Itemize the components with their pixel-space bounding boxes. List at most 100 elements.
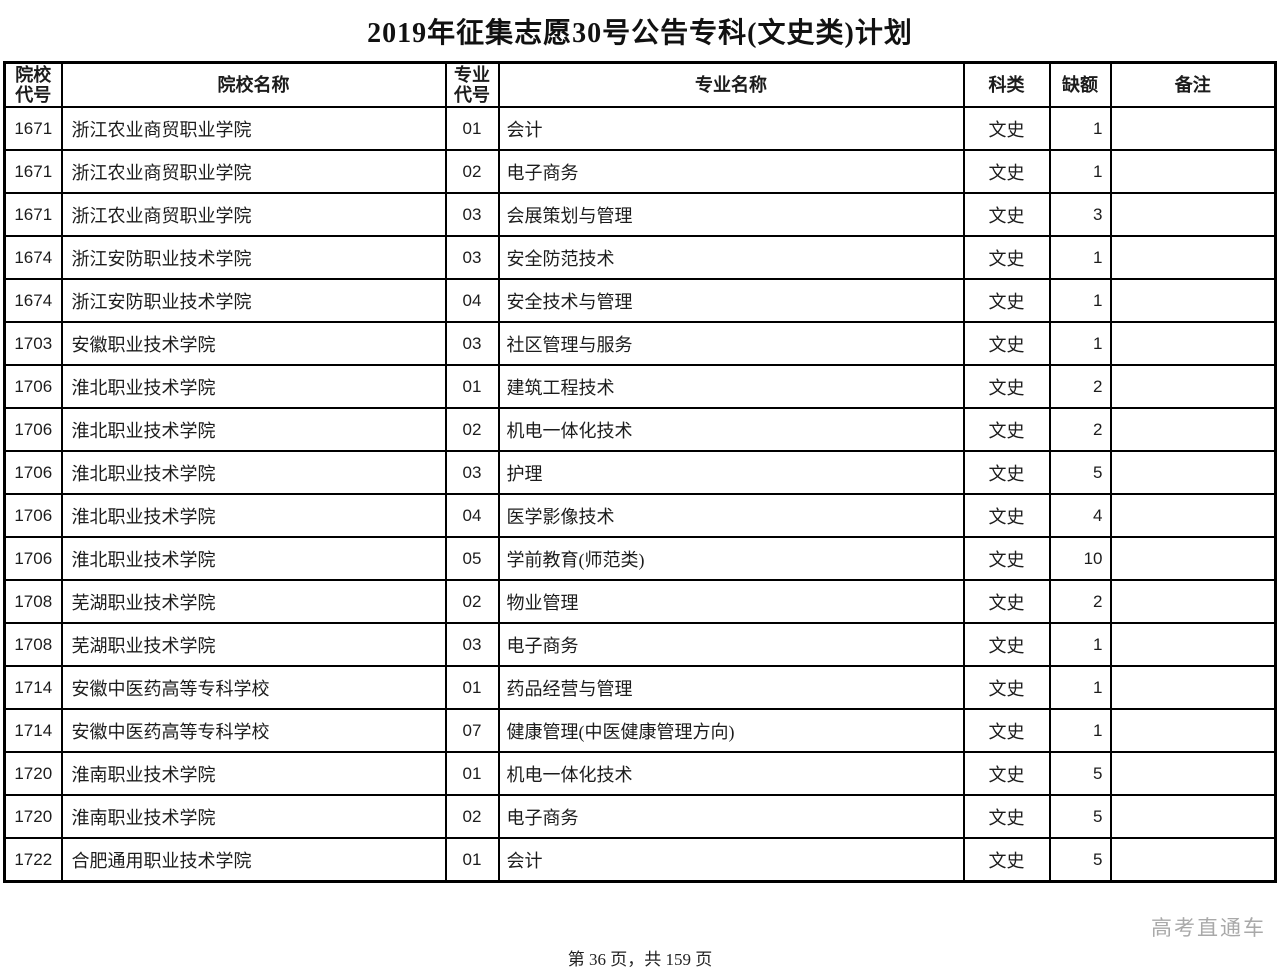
cell-vacancy: 1 [1048,106,1112,152]
cell-college_code: 1722 [3,837,63,883]
cell-remark [1109,364,1277,410]
cell-major_code: 07 [444,708,500,754]
cell-vacancy: 10 [1048,536,1112,582]
table-row: 1674 浙江安防职业技术学院 03 安全防范技术 文史 1 [3,235,1277,281]
cell-major_name: 建筑工程技术 [497,364,965,410]
cell-vacancy: 4 [1048,493,1112,539]
cell-major_name: 社区管理与服务 [497,321,965,367]
cell-major_name: 物业管理 [497,579,965,625]
cell-vacancy: 1 [1048,665,1112,711]
cell-college_name: 淮南职业技术学院 [60,794,447,840]
cell-remark [1109,321,1277,367]
cell-category: 文史 [962,837,1051,883]
cell-major_name: 电子商务 [497,149,965,195]
cell-major_name: 安全技术与管理 [497,278,965,324]
table-row: 1706 淮北职业技术学院 03 护理 文史 5 [3,450,1277,496]
cell-major_name: 医学影像技术 [497,493,965,539]
cell-major_code: 04 [444,278,500,324]
cell-category: 文史 [962,579,1051,625]
cell-category: 文史 [962,321,1051,367]
cell-remark [1109,579,1277,625]
cell-remark [1109,235,1277,281]
cell-college_name: 淮北职业技术学院 [60,450,447,496]
cell-vacancy: 3 [1048,192,1112,238]
cell-vacancy: 5 [1048,837,1112,883]
cell-college_code: 1671 [3,149,63,195]
cell-major_name: 安全防范技术 [497,235,965,281]
table-row: 1706 淮北职业技术学院 01 建筑工程技术 文史 2 [3,364,1277,410]
cell-college_code: 1706 [3,407,63,453]
cell-category: 文史 [962,235,1051,281]
cell-remark [1109,536,1277,582]
cell-college_name: 合肥通用职业技术学院 [60,837,447,883]
cell-vacancy: 1 [1048,622,1112,668]
cell-college_code: 1720 [3,794,63,840]
cell-major_code: 02 [444,149,500,195]
cell-category: 文史 [962,536,1051,582]
cell-remark [1109,665,1277,711]
table-row: 1703 安徽职业技术学院 03 社区管理与服务 文史 1 [3,321,1277,367]
cell-remark [1109,278,1277,324]
cell-college_code: 1720 [3,751,63,797]
page-title: 2019年征集志愿30号公告专科(文史类)计划 [367,18,913,49]
cell-college_name: 浙江安防职业技术学院 [60,278,447,324]
table-row: 1706 淮北职业技术学院 04 医学影像技术 文史 4 [3,493,1277,539]
cell-college_name: 淮北职业技术学院 [60,407,447,453]
cell-major_name: 会计 [497,106,965,152]
cell-major_code: 01 [444,665,500,711]
cell-category: 文史 [962,622,1051,668]
cell-college_code: 1714 [3,708,63,754]
cell-remark [1109,149,1277,195]
cell-college_name: 淮北职业技术学院 [60,493,447,539]
watermark-text: 高考直通车 [1151,916,1266,940]
cell-major_name: 健康管理(中医健康管理方向) [497,708,965,754]
cell-major_code: 02 [444,794,500,840]
cell-category: 文史 [962,751,1051,797]
cell-college_name: 淮北职业技术学院 [60,536,447,582]
cell-major_name: 电子商务 [497,622,965,668]
cell-category: 文史 [962,665,1051,711]
table-row: 1720 淮南职业技术学院 02 电子商务 文史 5 [3,794,1277,840]
cell-category: 文史 [962,278,1051,324]
cell-category: 文史 [962,450,1051,496]
cell-major_code: 03 [444,235,500,281]
cell-vacancy: 1 [1048,149,1112,195]
page-number: 第 36 页，共 159 页 [567,950,713,969]
table-row: 1722 合肥通用职业技术学院 01 会计 文史 5 [3,837,1277,883]
cell-major_name: 会展策划与管理 [497,192,965,238]
cell-category: 文史 [962,106,1051,152]
cell-college_code: 1706 [3,493,63,539]
cell-vacancy: 2 [1048,364,1112,410]
cell-remark [1109,708,1277,754]
cell-major_code: 01 [444,106,500,152]
cell-college_code: 1674 [3,235,63,281]
cell-remark [1109,622,1277,668]
column-header-category: 科类 [962,61,1051,109]
column-header-remark: 备注 [1109,61,1277,109]
table-row: 1708 芜湖职业技术学院 02 物业管理 文史 2 [3,579,1277,625]
table-row: 1708 芜湖职业技术学院 03 电子商务 文史 1 [3,622,1277,668]
cell-vacancy: 2 [1048,579,1112,625]
cell-category: 文史 [962,364,1051,410]
admission-plan-table: 院校代号 院校名称 专业代号 专业名称 科类 缺额 备注 1671 浙江农业商贸职业学院 01 会… [3,61,1277,884]
cell-major_name: 药品经营与管理 [497,665,965,711]
cell-college_name: 浙江农业商贸职业学院 [60,149,447,195]
cell-category: 文史 [962,708,1051,754]
cell-college_code: 1706 [3,450,63,496]
cell-college_name: 浙江安防职业技术学院 [60,235,447,281]
cell-vacancy: 1 [1048,235,1112,281]
column-header-college_name: 院校名称 [60,61,447,109]
cell-major_code: 05 [444,536,500,582]
cell-vacancy: 2 [1048,407,1112,453]
table-body: 1671 浙江农业商贸职业学院 01 会计 文史 1 1671 浙江农业商贸职业学院 02 电子商… [3,106,1277,883]
column-header-college_code: 院校代号 [3,61,63,109]
table-row: 1706 淮北职业技术学院 02 机电一体化技术 文史 2 [3,407,1277,453]
cell-category: 文史 [962,493,1051,539]
cell-remark [1109,407,1277,453]
cell-college_code: 1671 [3,192,63,238]
cell-major_code: 01 [444,364,500,410]
cell-remark [1109,751,1277,797]
cell-major_name: 会计 [497,837,965,883]
cell-remark [1109,192,1277,238]
table-row: 1720 淮南职业技术学院 01 机电一体化技术 文史 5 [3,751,1277,797]
